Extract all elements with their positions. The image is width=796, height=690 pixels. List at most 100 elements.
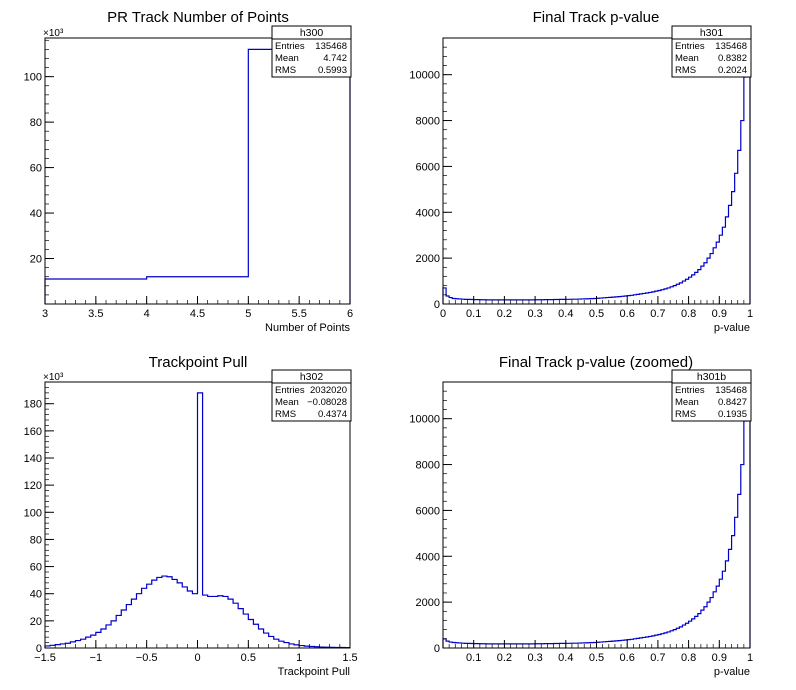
stats-box-name: h302	[300, 371, 324, 383]
stats-box-frame	[671, 369, 752, 422]
chart-title: PR Track Number of Points	[107, 9, 289, 26]
y-tick-label: 60	[30, 562, 42, 574]
histogram-series-line	[442, 39, 751, 304]
y-tick-label: 0	[434, 643, 440, 655]
x-tick-label: 0.6	[620, 652, 635, 664]
x-tick-label: 0.9	[712, 308, 727, 320]
x-tick-label: −1.5	[34, 652, 56, 664]
x-tick-label: 0.8	[681, 652, 696, 664]
x-tick-label: 6	[347, 308, 353, 320]
x-tick-label: 0.4	[558, 652, 573, 664]
x-tick-label: 5	[245, 308, 251, 320]
y-tick-label: 180	[24, 399, 42, 411]
stats-box: h301b Entries 135468 Mean 0.8427 RMS 0.1935	[671, 369, 752, 422]
stats-row-label: Mean	[675, 53, 699, 64]
y-tick-label: 60	[30, 163, 42, 175]
histogram-series-line	[44, 48, 351, 304]
stats-row-label: RMS	[275, 65, 296, 76]
y-tick-label: 120	[24, 480, 42, 492]
stats-row-value: 0.5993	[318, 65, 347, 76]
stats-row-label: Mean	[275, 53, 299, 64]
x-tick-label: 3	[42, 308, 48, 320]
chart-title: Trackpoint Pull	[149, 354, 248, 371]
x-tick-label: 1	[747, 652, 753, 664]
stats-row-label: Entries	[675, 41, 705, 52]
x-tick-label: 0.2	[497, 308, 512, 320]
x-tick-label: 5.5	[292, 308, 307, 320]
histogram-pad-h300: PR Track Number of Points 3 3.5 4 4.5 5 5.5 6 20…	[24, 9, 353, 334]
y-tick-label: 100	[24, 72, 42, 84]
x-tick-label: 4	[144, 308, 150, 320]
stats-row-value: 135468	[715, 385, 747, 396]
stats-row-value: 0.8382	[718, 53, 747, 64]
y-tick-label: 6000	[416, 505, 440, 517]
stats-box: h300 Entries 135468 Mean 4.742 RMS 0.5993	[271, 25, 352, 78]
plot-frame	[44, 37, 351, 305]
x-tick-label: 0.7	[650, 652, 665, 664]
x-tick-label: 0.1	[466, 652, 481, 664]
x-tick-label: −1	[90, 652, 103, 664]
y-tick-label: 8000	[416, 116, 440, 128]
x-tick-label: 0.4	[558, 308, 573, 320]
histogram-pad-h301b: Final Track p-value (zoomed) 0.1 0.2 0.3 0.4…	[409, 354, 753, 678]
y-exponent-label: ×10³	[43, 28, 64, 39]
y-tick-label: 20	[30, 254, 42, 266]
stats-row-label: RMS	[675, 65, 696, 76]
x-tick-label: 0.5	[241, 652, 256, 664]
stats-box-name: h301	[700, 27, 724, 39]
y-tick-label: 10000	[409, 70, 440, 82]
y-tick-label: 0	[36, 643, 42, 655]
x-tick-label: 0.5	[589, 308, 604, 320]
histogram-pad-h302: Trackpoint Pull −1.5 −1 −0.5 0 0.5 1 1.5 0 20 40 60…	[24, 354, 358, 678]
x-tick-label: 0.5	[589, 652, 604, 664]
x-tick-label: 3.5	[88, 308, 103, 320]
stats-row-label: RMS	[275, 409, 296, 420]
stats-row-value: 135468	[315, 41, 347, 52]
x-axis-label: Number of Points	[265, 322, 350, 334]
y-tick-label: 0	[434, 299, 440, 311]
stats-box-frame	[271, 25, 352, 78]
y-exponent-label: ×10³	[43, 372, 64, 383]
x-axis-label: Trackpoint Pull	[278, 666, 350, 678]
stats-box-frame	[671, 25, 752, 78]
y-tick-label: 80	[30, 534, 42, 546]
x-axis-label: p-value	[714, 666, 750, 678]
x-tick-label: 0.2	[497, 652, 512, 664]
y-tick-label: 100	[24, 507, 42, 519]
stats-row-value: 2032020	[310, 385, 347, 396]
x-tick-label: 1.5	[342, 652, 357, 664]
x-tick-label: 0.1	[466, 308, 481, 320]
y-tick-label: 8000	[416, 460, 440, 472]
y-tick-label: 4000	[416, 551, 440, 563]
stats-row-label: Entries	[275, 385, 305, 396]
stats-box: h301 Entries 135468 Mean 0.8382 RMS 0.2024	[671, 25, 752, 78]
y-tick-label: 4000	[416, 207, 440, 219]
y-tick-label: 10000	[409, 414, 440, 426]
stats-row-value: 0.4374	[318, 409, 347, 420]
stats-row-value: 0.1935	[718, 409, 747, 420]
x-tick-label: 0.3	[527, 652, 542, 664]
stats-row-value: 0.2024	[718, 65, 747, 76]
x-tick-label: 1	[747, 308, 753, 320]
y-tick-label: 140	[24, 453, 42, 465]
stats-row-label: RMS	[675, 409, 696, 420]
x-tick-label: −0.5	[136, 652, 158, 664]
stats-box-frame	[271, 369, 352, 422]
stats-row-value: 4.742	[323, 53, 347, 64]
x-tick-label: 0.6	[620, 308, 635, 320]
x-tick-label: 1	[296, 652, 302, 664]
y-tick-label: 160	[24, 426, 42, 438]
y-tick-label: 20	[30, 616, 42, 628]
x-tick-label: 4.5	[190, 308, 205, 320]
stats-box-name: h301b	[697, 371, 726, 383]
stats-box: h302 Entries 2032020 Mean −0.08028 RMS 0.4374	[271, 369, 352, 422]
x-tick-label: 0.8	[681, 308, 696, 320]
histogram-series-line	[442, 383, 751, 648]
stats-row-value: 0.8427	[718, 397, 747, 408]
y-tick-label: 6000	[416, 161, 440, 173]
x-tick-label: 0.3	[527, 308, 542, 320]
stats-row-label: Mean	[675, 397, 699, 408]
y-tick-label: 2000	[416, 597, 440, 609]
histogram-series-line	[44, 392, 351, 649]
